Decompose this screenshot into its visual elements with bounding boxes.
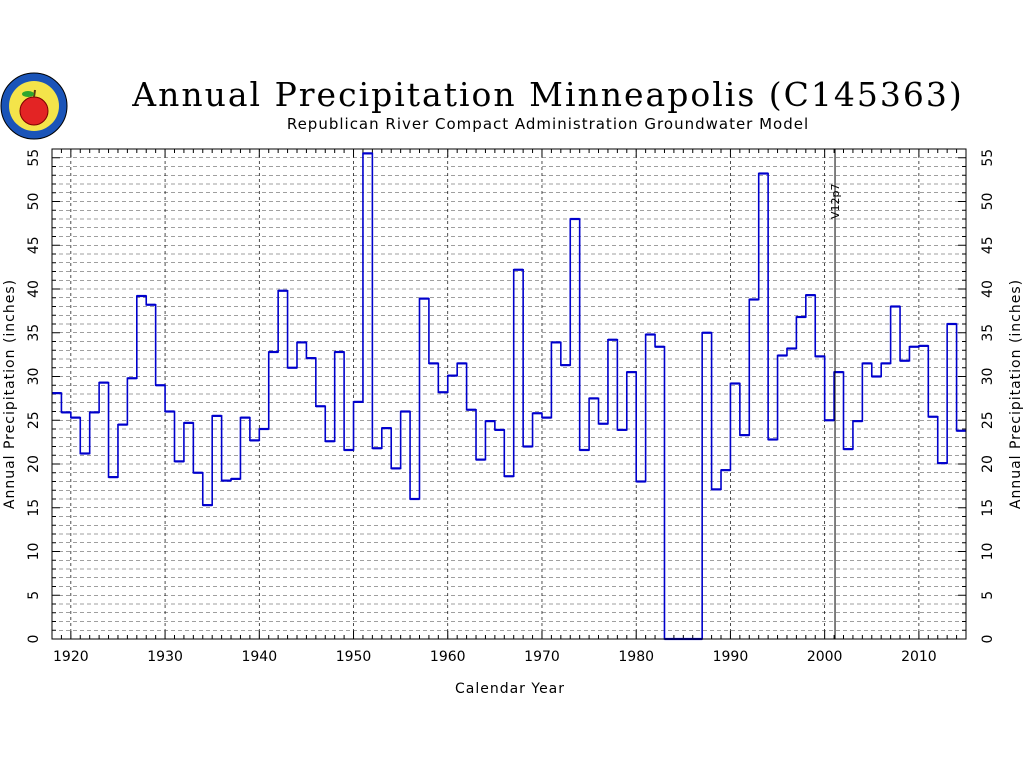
y-tick-label-right: 0	[980, 635, 996, 644]
y-axis-label-right: Annual Precipitation (inches)	[1008, 279, 1024, 509]
y-tick-label: 15	[26, 499, 42, 517]
y-tick-label-right: 40	[980, 280, 996, 298]
x-tick-label: 2010	[901, 649, 937, 665]
series-layer	[52, 152, 966, 641]
y-tick-label-right: 50	[980, 193, 996, 211]
y-tick-label-right: 15	[980, 499, 996, 517]
y-axis-label-left: Annual Precipitation (inches)	[2, 279, 18, 509]
x-tick-labels: 1920 1930 1940 1950 1960 1970 1980 1990 2000 2010	[53, 649, 937, 665]
grid	[51, 148, 967, 640]
x-tick-label: 1950	[336, 649, 372, 665]
y-tick-label-right: 30	[980, 368, 996, 386]
y-tick-label: 35	[26, 324, 42, 342]
y-tick-label: 45	[26, 236, 42, 254]
y-tick-label: 25	[26, 411, 42, 429]
x-tick-label: 1920	[53, 649, 89, 665]
y-tick-label: 50	[26, 193, 42, 211]
chart-title: Annual Precipitation Minneapolis (C14536…	[131, 75, 963, 114]
chart-subtitle: Republican River Compact Administration …	[287, 115, 809, 133]
x-tick-label: 1960	[430, 649, 466, 665]
x-tick-label: 2000	[807, 649, 843, 665]
annotation-layer: V12p7	[829, 149, 842, 639]
x-tick-label: 1930	[147, 649, 183, 665]
y-tick-label: 20	[26, 455, 42, 473]
y-tick-label-right: 55	[980, 149, 996, 167]
y-tick-label-right: 5	[980, 591, 996, 600]
y-tick-label-right: 45	[980, 236, 996, 254]
x-axis-label: Calendar Year	[455, 681, 565, 697]
plot-frame	[51, 148, 967, 640]
x-tick-label: 1980	[618, 649, 654, 665]
y-tick-label-right: 20	[980, 455, 996, 473]
y-tick-labels-right: 0 5 10 15 20 25 30 35 40 45 50 55	[980, 149, 996, 644]
x-tick-label: 1940	[241, 649, 277, 665]
x-tick-label: 1970	[524, 649, 560, 665]
apple-logo-seal	[0, 72, 68, 140]
y-tick-label: 0	[26, 635, 42, 644]
annotation-label: V12p7	[829, 183, 842, 219]
y-tick-label: 10	[26, 543, 42, 561]
y-tick-labels-left: 0 5 10 15 20 25 30 35 40 45 50 55	[26, 149, 42, 644]
y-tick-label-right: 25	[980, 411, 996, 429]
y-tick-label: 40	[26, 280, 42, 298]
x-tick-label: 1990	[713, 649, 749, 665]
y-tick-label-right: 35	[980, 324, 996, 342]
y-tick-label-right: 10	[980, 543, 996, 561]
y-tick-label: 55	[26, 149, 42, 167]
y-tick-label: 5	[26, 591, 42, 600]
precipitation-step-line	[52, 152, 966, 640]
y-tick-label: 30	[26, 368, 42, 386]
